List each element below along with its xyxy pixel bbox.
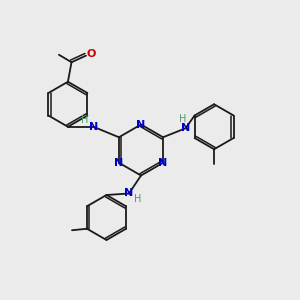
Text: N: N bbox=[124, 188, 134, 199]
Text: N: N bbox=[136, 119, 146, 130]
Text: H: H bbox=[81, 115, 89, 125]
Text: H: H bbox=[179, 114, 186, 124]
Text: N: N bbox=[114, 158, 124, 168]
Text: N: N bbox=[158, 158, 168, 168]
Text: N: N bbox=[181, 123, 190, 133]
Text: H: H bbox=[134, 194, 141, 205]
Text: N: N bbox=[89, 122, 98, 132]
Text: O: O bbox=[87, 49, 96, 59]
